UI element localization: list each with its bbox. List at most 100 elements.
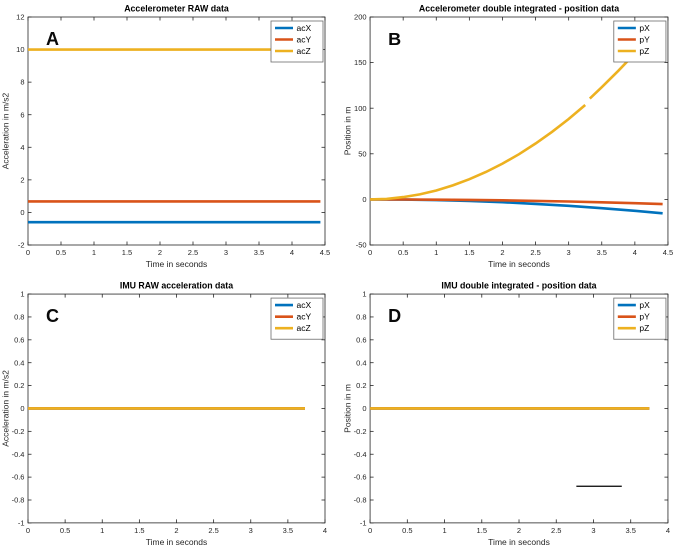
x-tick-label: 3 (591, 526, 595, 535)
x-tick-label: 2.5 (551, 526, 561, 535)
y-tick-label: 1 (362, 290, 366, 299)
chart-panel-D: 0 0.5 1 1.5 2 2.5 3 3.5 4 -1 -0.8 -0.6 -0.4 -0.2 0 0.2 0… (342, 277, 685, 555)
x-tick-label: 0.5 (402, 526, 412, 535)
y-axis-label: Position in m (343, 384, 353, 433)
x-tick-label: 1 (92, 248, 96, 257)
x-tick-label: 4.5 (320, 248, 330, 257)
x-tick-label: 1.5 (122, 248, 132, 257)
y-tick-label: -0.2 (12, 427, 25, 436)
legend-label-pX: pX (639, 23, 650, 33)
legend-label-acY: acY (297, 312, 312, 322)
y-tick-label: -0.8 (354, 496, 367, 505)
y-tick-label: 2 (20, 175, 24, 184)
x-tick-label: 2 (517, 526, 521, 535)
chart-panel-C: 0 0.5 1 1.5 2 2.5 3 3.5 4 -1 -0.8 -0.6 -0.4 -0.2 0 0.2 0… (0, 277, 342, 555)
x-tick-label: 1.5 (134, 526, 144, 535)
x-tick-label: 3 (224, 248, 228, 257)
y-tick-label: -1 (360, 518, 367, 527)
panel-label: D (388, 306, 401, 326)
y-tick-label: -0.4 (354, 450, 367, 459)
x-tick-label: 1.5 (477, 526, 487, 535)
x-tick-label: 4 (290, 248, 294, 257)
x-tick-label: 1 (100, 526, 104, 535)
x-axis-label: Time in seconds (146, 259, 208, 269)
x-tick-label: 2.5 (188, 248, 198, 257)
x-tick-label: 3.5 (625, 526, 635, 535)
x-axis-label: Time in seconds (488, 537, 550, 547)
chart-B-accelerometer-position: 0 0.5 1 1.5 2 2.5 3 3.5 4 4.5-50050100150200Accel… (343, 4, 674, 269)
chart-title: Accelerometer double integrated - positi… (419, 4, 619, 14)
x-tick-label: 0 (26, 526, 30, 535)
y-tick-label: -0.6 (354, 473, 367, 482)
y-tick-label: -1 (18, 518, 25, 527)
y-tick-label: 0 (362, 195, 366, 204)
y-tick-label: 100 (354, 104, 367, 113)
y-tick-label: -2 (18, 241, 25, 250)
legend-label-pZ: pZ (639, 323, 649, 333)
legend-label-pX: pX (639, 300, 650, 310)
legend-label-pY: pY (639, 312, 650, 322)
x-tick-label: 2.5 (530, 248, 540, 257)
x-tick-label: 0.5 (398, 248, 408, 257)
x-tick-label: 1 (434, 248, 438, 257)
x-tick-label: 0.5 (60, 526, 70, 535)
legend-label-acX: acX (297, 23, 312, 33)
x-tick-label: 2 (158, 248, 162, 257)
y-tick-label: -0.6 (12, 473, 25, 482)
legend-label-acZ: acZ (297, 323, 311, 333)
y-tick-label: 0 (362, 404, 366, 413)
y-tick-label: -0.4 (12, 450, 25, 459)
x-tick-label: 4 (633, 248, 637, 257)
x-axis-label: Time in seconds (488, 259, 550, 269)
y-axis-label: Acceleration in m/s2 (1, 92, 11, 169)
x-axis-label: Time in seconds (146, 537, 207, 547)
chart-C-imu-raw: 0 0.5 1 1.5 2 2.5 3 3.5 4 -1 -0.8 -0.6 -0.4 -0.2 0 0.2 0… (1, 281, 328, 547)
x-tick-label: 4 (323, 526, 327, 535)
chart-title: Accelerometer RAW data (124, 4, 229, 14)
y-tick-label: 12 (16, 13, 24, 22)
legend-label-acX: acX (297, 300, 312, 310)
y-tick-label: 50 (358, 149, 366, 158)
x-tick-label: 4 (666, 526, 670, 535)
y-tick-label: 0.6 (14, 335, 24, 344)
y-tick-label: 0.8 (356, 313, 366, 322)
chart-panel-A: 0 0.5 1 1.5 2 2.5 3 3.5 4 4.5 -2 0 2 4 6 8 10 12 Accelerom… (0, 0, 342, 277)
x-tick-label: 0 (26, 248, 30, 257)
x-tick-label: 2 (500, 248, 504, 257)
y-tick-label: 1 (20, 290, 24, 299)
x-tick-label: 1 (442, 526, 446, 535)
y-tick-label: 0.2 (14, 381, 24, 390)
y-axis-label: Acceleration in m/s2 (1, 370, 11, 447)
y-tick-label: 0 (20, 208, 24, 217)
x-tick-label: 3 (567, 248, 571, 257)
panel-label: B (388, 29, 401, 49)
chart-title: IMU double integrated - position data (441, 281, 596, 291)
x-tick-label: 0 (368, 248, 372, 257)
x-tick-label: 3.5 (597, 248, 607, 257)
y-tick-label: 0.4 (356, 358, 366, 367)
y-tick-label: 150 (354, 58, 367, 67)
legend-label-pZ: pZ (639, 46, 649, 56)
x-tick-label: 2.5 (208, 526, 218, 535)
x-tick-label: 3 (249, 526, 253, 535)
x-tick-label: 3.5 (254, 248, 264, 257)
legend-label-pY: pY (639, 35, 650, 45)
chart-panel-B: 0 0.5 1 1.5 2 2.5 3 3.5 4 4.5 -50 0 50 100 150 200 Accel… (342, 0, 685, 277)
y-tick-label: 200 (354, 13, 367, 22)
legend-label-acY: acY (297, 35, 312, 45)
x-tick-label: 0 (368, 526, 372, 535)
y-tick-label: 6 (20, 110, 24, 119)
y-tick-label: 0 (20, 404, 24, 413)
x-tick-label: 4.5 (663, 248, 673, 257)
x-tick-label: 0.5 (56, 248, 66, 257)
y-tick-label: 4 (20, 143, 24, 152)
chart-A-accelerometer-raw: 0 0.5 1 1.5 2 2.5 3 3.5 4 4.5-2024681012Accelerom… (1, 4, 331, 270)
y-tick-label: -0.8 (12, 496, 25, 505)
y-tick-label: 8 (20, 78, 24, 87)
y-tick-label: 0.6 (356, 335, 366, 344)
chart-title: IMU RAW acceleration data (120, 281, 233, 291)
y-tick-label: 10 (16, 45, 24, 54)
chart-D-imu-position: 0 0.5 1 1.5 2 2.5 3 3.5 4 -1 -0.8 -0.6 -0.4 -0.2 0 0.2 0… (343, 281, 671, 547)
